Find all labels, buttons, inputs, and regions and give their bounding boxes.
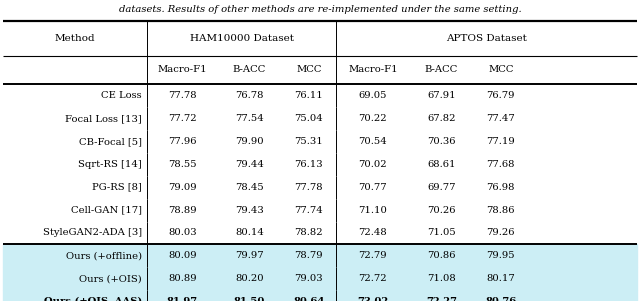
Text: 68.61: 68.61 [428, 160, 456, 169]
Text: 77.47: 77.47 [486, 114, 515, 123]
Text: 80.89: 80.89 [168, 274, 196, 283]
Bar [3, 267, 637, 290]
Text: 77.72: 77.72 [168, 114, 196, 123]
Text: Method: Method [55, 34, 95, 43]
Text: Focal Loss [13]: Focal Loss [13] [65, 114, 142, 123]
Text: 77.78: 77.78 [168, 91, 196, 100]
Text: 77.78: 77.78 [294, 183, 323, 192]
Text: 79.03: 79.03 [294, 274, 323, 283]
Text: datasets. Results of other methods are re-implemented under the same setting.: datasets. Results of other methods are r… [118, 5, 522, 14]
Text: 70.54: 70.54 [358, 137, 387, 146]
Text: Sqrt-RS [14]: Sqrt-RS [14] [78, 160, 142, 169]
Text: 70.86: 70.86 [428, 251, 456, 260]
Text: APTOS Dataset: APTOS Dataset [446, 34, 527, 43]
Text: 76.78: 76.78 [236, 91, 264, 100]
Text: 70.77: 70.77 [358, 183, 387, 192]
Text: 70.02: 70.02 [358, 160, 387, 169]
Text: 73.02: 73.02 [357, 297, 388, 301]
Text: 78.82: 78.82 [294, 228, 323, 237]
Text: 77.74: 77.74 [294, 206, 323, 215]
Text: 76.98: 76.98 [486, 183, 515, 192]
Text: 67.91: 67.91 [428, 91, 456, 100]
Text: 80.64: 80.64 [293, 297, 324, 301]
Text: 81.97: 81.97 [167, 297, 198, 301]
Text: 70.36: 70.36 [428, 137, 456, 146]
Text: 67.82: 67.82 [428, 114, 456, 123]
Text: Macro-F1: Macro-F1 [348, 66, 397, 74]
Text: 77.96: 77.96 [168, 137, 196, 146]
Text: B-ACC: B-ACC [233, 66, 266, 74]
Text: CB-Focal [5]: CB-Focal [5] [79, 137, 142, 146]
Text: MCC: MCC [296, 66, 321, 74]
Text: Macro-F1: Macro-F1 [157, 66, 207, 74]
Text: 69.77: 69.77 [428, 183, 456, 192]
Text: 71.10: 71.10 [358, 206, 387, 215]
Text: 75.31: 75.31 [294, 137, 323, 146]
Text: 77.68: 77.68 [486, 160, 515, 169]
Text: 71.05: 71.05 [428, 228, 456, 237]
Text: 72.72: 72.72 [358, 274, 387, 283]
Text: 79.90: 79.90 [236, 137, 264, 146]
Text: 80.17: 80.17 [486, 274, 515, 283]
Text: HAM10000 Dataset: HAM10000 Dataset [189, 34, 294, 43]
Text: 70.26: 70.26 [428, 206, 456, 215]
Text: 72.48: 72.48 [358, 228, 387, 237]
Text: 81.50: 81.50 [234, 297, 266, 301]
Text: 78.79: 78.79 [294, 251, 323, 260]
Bar [3, 244, 637, 267]
Bar [3, 290, 637, 301]
Text: 80.03: 80.03 [168, 228, 196, 237]
Text: 79.44: 79.44 [235, 160, 264, 169]
Text: 79.43: 79.43 [236, 206, 264, 215]
Text: 78.55: 78.55 [168, 160, 196, 169]
Text: 76.11: 76.11 [294, 91, 323, 100]
Text: 80.09: 80.09 [168, 251, 196, 260]
Text: 80.14: 80.14 [235, 228, 264, 237]
Text: PG-RS [8]: PG-RS [8] [92, 183, 142, 192]
Text: Cell-GAN [17]: Cell-GAN [17] [71, 206, 142, 215]
Text: 79.26: 79.26 [486, 228, 515, 237]
Text: 72.27: 72.27 [426, 297, 457, 301]
Text: 80.76: 80.76 [485, 297, 516, 301]
Text: 80.20: 80.20 [236, 274, 264, 283]
Text: MCC: MCC [488, 66, 513, 74]
Text: 78.45: 78.45 [236, 183, 264, 192]
Text: 79.09: 79.09 [168, 183, 196, 192]
Text: 77.54: 77.54 [236, 114, 264, 123]
Text: 72.79: 72.79 [358, 251, 387, 260]
Text: 76.13: 76.13 [294, 160, 323, 169]
Text: Ours (+OIS): Ours (+OIS) [79, 274, 142, 283]
Text: 77.19: 77.19 [486, 137, 515, 146]
Text: Ours (+OIS, AAS): Ours (+OIS, AAS) [44, 297, 142, 301]
Text: 70.22: 70.22 [358, 114, 387, 123]
Text: 69.05: 69.05 [358, 91, 387, 100]
Text: 78.86: 78.86 [486, 206, 515, 215]
Text: 78.89: 78.89 [168, 206, 196, 215]
Text: Ours (+offline): Ours (+offline) [66, 251, 142, 260]
Text: 76.79: 76.79 [486, 91, 515, 100]
Text: 79.97: 79.97 [236, 251, 264, 260]
Text: 71.08: 71.08 [428, 274, 456, 283]
Text: 79.95: 79.95 [486, 251, 515, 260]
Text: StyleGAN2-ADA [3]: StyleGAN2-ADA [3] [43, 228, 142, 237]
Text: 75.04: 75.04 [294, 114, 323, 123]
Text: B-ACC: B-ACC [425, 66, 458, 74]
Text: CE Loss: CE Loss [102, 91, 142, 100]
